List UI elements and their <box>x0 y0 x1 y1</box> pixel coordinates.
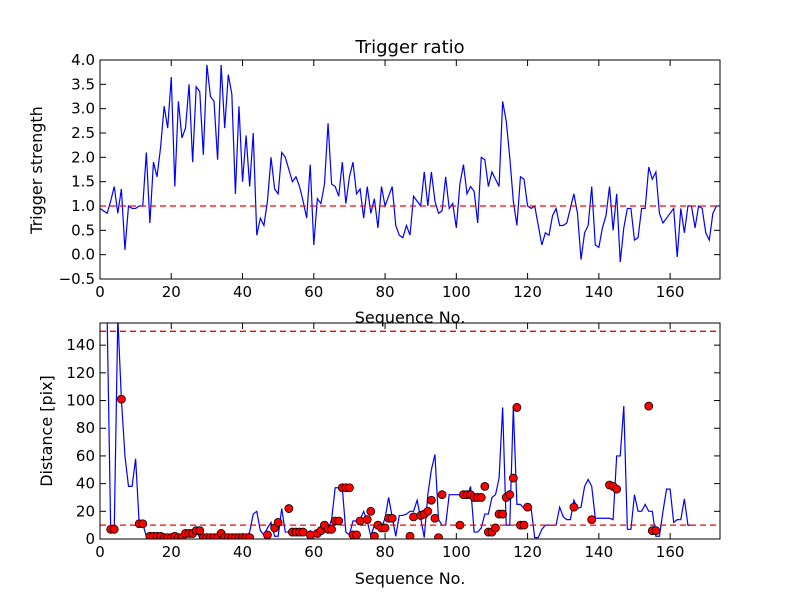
matched-point <box>263 530 272 539</box>
chart1-ytick-label: 0.5 <box>71 221 95 239</box>
matched-point <box>380 523 390 533</box>
matched-point <box>423 506 433 516</box>
chart1-frame <box>99 59 721 280</box>
chart2-ytick-label: 100 <box>66 392 95 410</box>
chart1-xtick-label: 140 <box>585 283 614 301</box>
chart2-xtick-label: 40 <box>233 543 252 561</box>
matched-point <box>366 506 376 516</box>
chart1-ytick-label: 1.5 <box>71 173 95 191</box>
matched-point <box>505 490 515 500</box>
matched-point <box>305 530 315 539</box>
chart2-xtick-label: 160 <box>656 543 685 561</box>
matched-point <box>508 473 518 483</box>
chart2-xtick-label: 120 <box>513 543 542 561</box>
matched-point <box>273 517 283 527</box>
chart1-ytick-label: 2.5 <box>71 124 95 142</box>
matched-point <box>476 493 486 502</box>
matched-point <box>138 519 148 529</box>
matched-point <box>109 524 119 534</box>
matched-point <box>491 523 500 533</box>
chart2-ytick-label: 80 <box>76 419 95 437</box>
matched-point <box>498 509 508 519</box>
matched-point <box>334 516 344 526</box>
matched-point <box>116 394 126 404</box>
matched-point <box>387 513 397 523</box>
chart1-ytick-label: 3.5 <box>71 75 95 93</box>
matched-point <box>437 490 447 500</box>
chart2-markers <box>106 394 661 539</box>
matched-point <box>352 530 361 539</box>
chart1-xtick-label: 100 <box>442 283 471 301</box>
chart1-tick-labels: 0 20 40 60 80 100 120 140 160 −0.5 0.0 0.5 1.0 1.5 2.0… <box>59 51 685 301</box>
matched-point <box>651 526 661 536</box>
distance-line <box>106 323 692 539</box>
chart1-xtick-label: 60 <box>304 283 323 301</box>
chart1-ytick-label: 3.0 <box>71 100 95 118</box>
matched-point <box>195 526 205 536</box>
chart2-frame <box>99 322 721 540</box>
chart1-ylabel: Trigger strength <box>27 106 46 235</box>
chart1-xtick-label: 40 <box>233 283 252 301</box>
chart2-xtick-label: 0 <box>95 543 105 561</box>
matched-point <box>519 520 529 530</box>
chart2-ytick-label: 0 <box>85 530 95 548</box>
matched-point <box>369 531 379 539</box>
chart1-xtick-label: 0 <box>95 283 105 301</box>
chart1-ytick-label: 4.0 <box>71 51 95 69</box>
matched-point <box>455 520 465 530</box>
matched-point <box>430 513 440 523</box>
matched-point <box>245 533 255 539</box>
matched-point <box>644 401 654 411</box>
matched-point <box>612 484 622 494</box>
chart1-ytick-label: −0.5 <box>59 270 95 288</box>
matched-point <box>345 483 354 493</box>
chart2-series <box>106 323 692 539</box>
chart2-xtick-label: 60 <box>304 543 323 561</box>
matched-point <box>355 516 365 526</box>
matched-point <box>362 515 372 525</box>
chart1-xtick-label: 20 <box>162 283 181 301</box>
trigger-strength-line <box>100 64 717 263</box>
chart2-ytick-label: 40 <box>76 475 95 493</box>
chart2-xtick-label: 80 <box>376 543 395 561</box>
chart2-ytick-label: 60 <box>76 447 95 465</box>
chart1-xtick-label: 120 <box>513 283 542 301</box>
chart2-xtick-label: 140 <box>585 543 614 561</box>
chart2-ytick-label: 140 <box>66 336 95 354</box>
chart2-ylabel: Distance [pix] <box>37 375 56 487</box>
chart1-xtick-label: 160 <box>656 283 685 301</box>
chart2-xtick-label: 20 <box>162 543 181 561</box>
matched-point <box>405 531 415 539</box>
chart2-xtick-label: 100 <box>442 543 471 561</box>
matched-point <box>512 403 522 412</box>
chart2-ytick-label: 120 <box>66 364 95 382</box>
chart1-series <box>100 64 717 263</box>
chart1-xtick-label: 80 <box>376 283 395 301</box>
chart2-tick-labels: 0 20 40 60 80 100 120 140 160 0 20 40 60 80 100 120 140 <box>66 336 684 561</box>
chart2-ytick-label: 20 <box>76 502 95 520</box>
matched-point <box>426 495 436 505</box>
chart1-ytick-label: 2.0 <box>71 148 95 166</box>
matched-point <box>523 502 532 512</box>
trigger-ratio-chart: Trigger ratio 0 20 40 60 80 100 120 140 160−0.50… <box>27 37 721 327</box>
matched-point <box>480 481 490 491</box>
matched-point <box>284 504 294 513</box>
matched-point <box>587 515 597 525</box>
chart1-ytick-label: 1.0 <box>71 197 95 215</box>
chart1-xlabel: Sequence No. <box>355 308 466 327</box>
matched-point <box>434 533 443 539</box>
matched-point <box>409 512 418 522</box>
distance-chart: 0 20 40 60 80 100 120 140 160020406080100120140 … <box>37 322 721 588</box>
matched-point <box>569 502 579 512</box>
chart1-ytick-label: 0.0 <box>71 246 95 264</box>
chart-title: Trigger ratio <box>354 37 464 58</box>
chart2-xlabel: Sequence No. <box>355 569 466 588</box>
matched-point <box>327 524 337 534</box>
